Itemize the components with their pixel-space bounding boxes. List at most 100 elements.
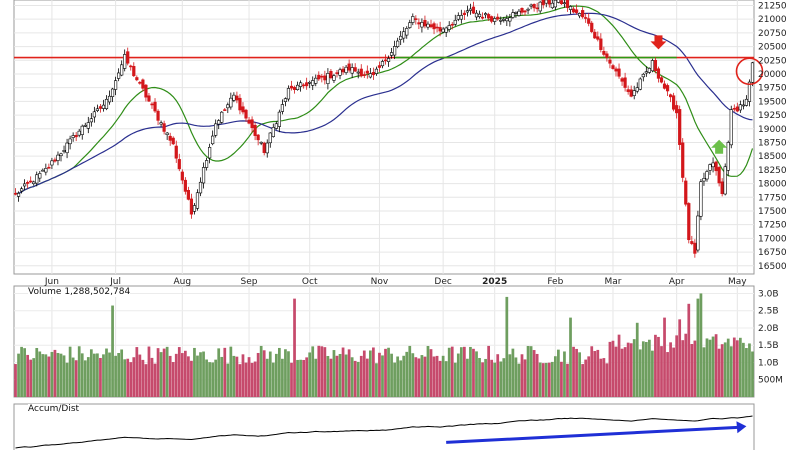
volume-bar bbox=[38, 351, 42, 397]
volume-bar bbox=[748, 343, 751, 397]
candle bbox=[383, 59, 388, 62]
price-tick-label: 19000 bbox=[758, 125, 787, 135]
candle bbox=[493, 18, 497, 22]
candle bbox=[129, 65, 133, 68]
volume-bar bbox=[47, 356, 51, 397]
candle bbox=[465, 10, 470, 13]
volume-bar bbox=[177, 347, 181, 397]
volume-bar bbox=[547, 362, 551, 397]
volume-bar bbox=[463, 346, 466, 397]
volume-bar bbox=[669, 342, 672, 397]
accum-dist-line bbox=[15, 415, 753, 449]
volume-bar bbox=[417, 358, 421, 397]
volume-bar bbox=[362, 350, 366, 397]
volume-bar bbox=[726, 338, 730, 397]
candle bbox=[741, 104, 745, 107]
candle bbox=[684, 180, 688, 205]
candle bbox=[672, 95, 676, 110]
candle bbox=[471, 6, 476, 14]
candle bbox=[220, 111, 224, 123]
candle bbox=[68, 138, 72, 145]
volume-bar bbox=[214, 359, 218, 397]
volume-title: Volume 1,288,502,784 bbox=[28, 287, 131, 297]
price-tick-label: 17250 bbox=[758, 221, 787, 231]
candle bbox=[317, 74, 321, 80]
candle bbox=[26, 182, 30, 184]
candle bbox=[95, 108, 100, 111]
candle bbox=[483, 13, 488, 16]
volume-bar bbox=[596, 349, 600, 397]
candle bbox=[477, 13, 482, 17]
candle bbox=[574, 9, 579, 13]
candle bbox=[556, 0, 560, 3]
month-label: Nov bbox=[371, 277, 389, 287]
volume-bar bbox=[696, 298, 700, 397]
candle bbox=[681, 142, 685, 178]
price-tick-label: 20750 bbox=[758, 29, 787, 39]
candle bbox=[362, 74, 366, 76]
volume-bar bbox=[459, 347, 463, 397]
candle bbox=[92, 111, 96, 118]
candle bbox=[268, 132, 272, 144]
volume-bar bbox=[71, 357, 75, 397]
candle bbox=[110, 88, 115, 97]
candle bbox=[447, 25, 451, 30]
volume-bar bbox=[441, 355, 445, 397]
candle bbox=[535, 7, 539, 10]
candle bbox=[277, 111, 281, 127]
candle bbox=[335, 72, 339, 74]
candle bbox=[244, 109, 248, 119]
candle bbox=[171, 137, 175, 145]
month-label: Jul bbox=[109, 277, 121, 287]
volume-bar bbox=[80, 353, 84, 397]
volume-bar bbox=[53, 349, 57, 397]
volume-bar bbox=[541, 363, 545, 397]
candle bbox=[565, 0, 570, 8]
candle bbox=[702, 178, 706, 182]
candle bbox=[208, 147, 212, 159]
volume-bar bbox=[187, 356, 190, 397]
volume-bar bbox=[62, 355, 66, 397]
volume-bar bbox=[332, 350, 336, 397]
candle bbox=[708, 164, 712, 171]
volume-bar bbox=[544, 362, 548, 397]
volume-bar bbox=[135, 347, 139, 397]
volume-bar bbox=[299, 359, 302, 397]
candle bbox=[541, 0, 545, 6]
volume-bar bbox=[265, 358, 269, 397]
candle bbox=[323, 75, 327, 81]
volume-bar bbox=[220, 356, 224, 397]
volume-bar bbox=[635, 322, 639, 397]
candle bbox=[347, 63, 351, 71]
volume-bar bbox=[745, 348, 748, 397]
volume-bar bbox=[320, 346, 324, 397]
month-label: Aug bbox=[174, 277, 192, 287]
volume-bar bbox=[111, 305, 114, 397]
candle bbox=[408, 22, 412, 28]
volume-bar bbox=[368, 350, 372, 397]
candle bbox=[271, 127, 275, 137]
candle bbox=[50, 160, 54, 166]
volume-bar bbox=[469, 346, 472, 397]
candle bbox=[211, 135, 215, 145]
candle bbox=[620, 78, 624, 82]
volume-bar bbox=[159, 352, 163, 397]
volume-bar bbox=[26, 354, 30, 397]
volume-bar bbox=[654, 334, 657, 397]
volume-bar bbox=[638, 349, 642, 397]
red-down-arrow bbox=[650, 35, 667, 50]
candle bbox=[162, 123, 166, 132]
candle bbox=[198, 181, 203, 194]
volume-bar bbox=[729, 346, 733, 397]
volume-bar bbox=[278, 347, 281, 397]
candle bbox=[389, 52, 394, 56]
candle bbox=[104, 98, 109, 110]
trendline-arrowhead bbox=[736, 421, 747, 434]
volume-bar bbox=[114, 355, 117, 397]
price-tick-label: 18750 bbox=[758, 138, 787, 148]
volume-bar bbox=[684, 333, 688, 397]
volume-bar bbox=[223, 347, 227, 397]
month-label: Oct bbox=[302, 277, 318, 287]
volume-bar bbox=[117, 353, 120, 397]
candle bbox=[571, 8, 576, 13]
